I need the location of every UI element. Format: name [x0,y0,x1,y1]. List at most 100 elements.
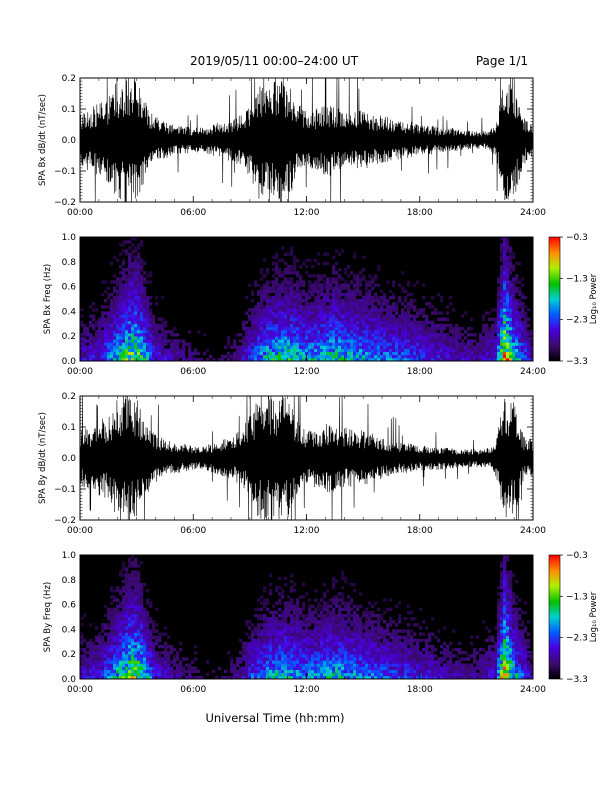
y-tick-label: 1.0 [62,233,77,243]
spectrogram-cell [497,280,501,284]
spectrogram-cell [305,314,309,318]
spectrogram-cell [260,601,264,605]
spectrogram-cell [155,629,159,633]
spectrogram-cell [275,268,279,272]
spectrogram-cell [251,314,255,318]
spectrogram-cell [401,342,405,346]
spectrogram-cell [341,339,345,343]
spectrogram-cell [347,345,351,349]
spectrogram-cell [380,317,384,321]
spectrogram-cell [338,660,342,664]
x-tick-label: 12:00 [294,367,320,377]
spectrogram-cell [191,675,195,680]
spectrogram-cell [275,675,279,680]
spectrogram-cell [299,314,303,318]
spectrogram-cell [257,351,261,356]
spectrogram-cell [266,271,270,275]
spectrogram-cell [317,604,321,608]
spectrogram-cell [263,648,267,652]
spectrogram-cell [173,348,177,352]
spectrogram-cell [113,274,117,278]
spectrogram-cell [104,623,108,627]
spectrogram-cell [143,675,147,680]
spectrogram-cell [323,311,327,315]
spectrogram-cell [332,351,336,356]
spectrogram-cell [134,330,138,334]
spectrogram-cell [266,280,270,284]
spectrogram-cell [356,657,360,661]
spectrogram-cell [353,302,357,306]
spectrogram-cell [509,339,513,343]
spectrogram-cell [524,345,528,349]
spectrogram-cell [332,268,336,272]
spectrogram-cell [335,651,339,655]
spectrogram-cell [284,651,288,655]
spectrogram-cell [122,564,126,568]
spectrogram-cell [149,354,153,359]
spectrogram-cell [248,314,252,318]
spectrogram-cell [356,672,360,677]
spectrogram-cell [245,326,249,331]
spectrogram-cell [410,351,414,356]
spectrogram-cell [341,613,345,618]
spectrogram-cell [263,323,267,328]
spectrogram-cell [359,342,363,346]
spectrogram-cell [140,675,144,680]
spectrogram-cell [320,336,324,340]
spectrogram-cell [119,339,123,343]
spectrogram-cell [281,299,285,303]
spectrogram-cell [137,654,141,658]
spectrogram-cell [113,635,117,639]
spectrogram-cell [491,323,495,328]
spectrogram-cell [353,357,357,362]
spectrogram-cell [305,336,309,340]
spectrogram-cell [359,357,363,362]
spectrogram-cell [335,598,339,602]
spectrogram-cell [260,617,264,621]
spectrogram-cell [326,354,330,359]
spectrogram-cell [326,357,330,362]
spectrogram-cell [314,323,318,328]
spectrogram-cell [323,657,327,661]
spectrogram-cell [296,660,300,664]
spectrogram-cell [332,648,336,652]
spectrogram-cell [290,268,294,272]
spectrogram-cell [356,289,360,294]
spectrogram-cell [326,348,330,352]
spectrogram-cell [119,654,123,658]
spectrogram-cell [176,354,180,359]
spectrogram-cell [134,268,138,272]
spectrogram-cell [335,261,339,266]
spectrogram-cell [80,345,84,349]
panel-bx-dbdt-ylabel: SPA Bx dB/dt (nT/sec) [38,94,48,186]
spectrogram-cell [362,348,366,352]
spectrogram-cell [494,345,498,349]
spectrogram-cell [440,342,444,346]
spectrogram-cell [404,320,408,325]
spectrogram-cell [176,672,180,677]
spectrogram-cell [326,314,330,318]
spectrogram-cell [158,663,162,667]
spectrogram-cell [332,651,336,655]
spectrogram-cell [467,354,471,359]
spectrogram-cell [122,660,126,664]
spectrogram-cell [110,320,114,325]
spectrogram-cell [227,339,231,343]
spectrogram-cell [116,638,120,643]
spectrogram-cell [92,675,96,680]
spectrogram-cell [476,342,480,346]
spectrogram-cell [341,330,345,334]
spectrogram-cell [113,330,117,334]
spectrogram-cell [242,654,246,658]
spectrogram-cell [152,641,156,646]
spectrogram-cell [398,336,402,340]
spectrogram-cell [281,617,285,621]
spectrogram-cell [329,598,333,602]
spectrogram-cell [284,675,288,680]
spectrogram-cell [116,289,120,294]
spectrogram-cell [290,601,294,605]
spectrogram-cell [299,635,303,639]
spectrogram-cell [113,669,117,674]
spectrogram-cell [347,351,351,356]
spectrogram-cell [128,323,132,328]
